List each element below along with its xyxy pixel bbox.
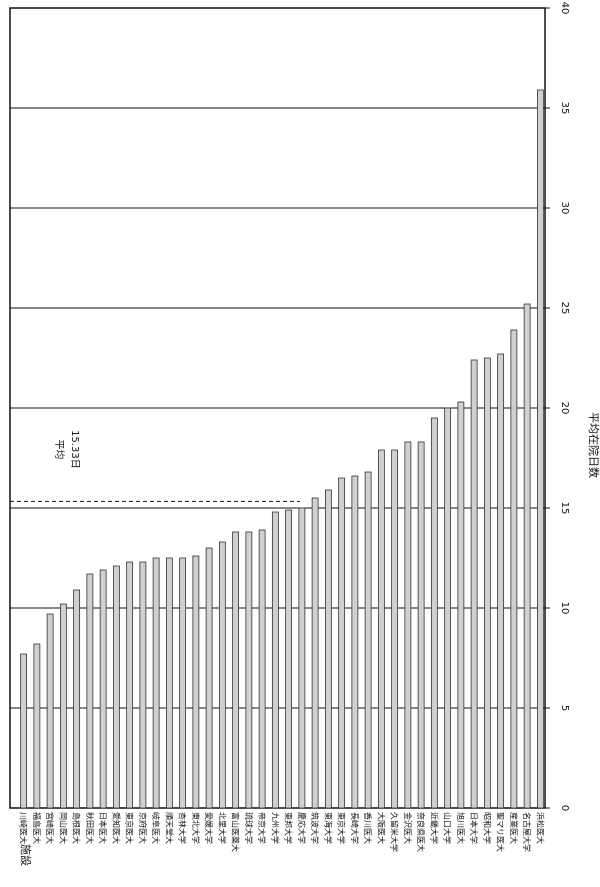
bar (179, 557, 187, 809)
bar (444, 407, 452, 809)
x-tick-label: 杏林大学 (178, 812, 188, 844)
x-tick-label: 東海大学 (323, 812, 333, 844)
bar (391, 449, 399, 809)
bar (86, 573, 94, 809)
bar (232, 531, 240, 809)
bar (258, 529, 266, 809)
x-tick-label: 産業医大 (509, 812, 519, 844)
bar (510, 329, 518, 809)
bar (483, 357, 491, 809)
bar (298, 507, 306, 809)
x-tick-label: 金沢医大 (403, 812, 413, 844)
bar (59, 603, 67, 809)
x-tick-label: 秋田医大 (85, 812, 95, 844)
bar (218, 541, 226, 809)
x-tick-label: 岡山医大 (58, 812, 68, 844)
x-axis-title: 施設 (19, 844, 33, 866)
x-tick-label: 筑波大学 (310, 812, 320, 844)
bar (99, 569, 107, 809)
bar (351, 475, 359, 809)
bar (20, 653, 28, 809)
x-tick-label: 宮崎医大 (45, 812, 55, 844)
x-tick-label: 近畿大学 (429, 812, 439, 844)
y-tick-label: 35 (559, 102, 570, 115)
x-tick-label: 富山医薬大 (231, 812, 241, 852)
x-tick-label: 東邦大学 (284, 812, 294, 844)
bar (417, 441, 425, 809)
mean-value-label: 15.33日 (69, 430, 80, 469)
x-tick-label: 奈良県医大 (416, 812, 426, 852)
y-tick-label: 25 (559, 302, 570, 315)
bar (364, 471, 372, 809)
y-tick-label: 5 (559, 705, 570, 711)
bar (377, 449, 385, 809)
x-tick-label: 岐阜医大 (151, 812, 161, 844)
x-tick-label: 日本医大 (98, 812, 108, 844)
x-tick-label: 帝京大学 (257, 812, 267, 844)
x-tick-label: 旭川医大 (456, 812, 466, 844)
bar (271, 511, 279, 809)
bar (523, 303, 531, 809)
x-tick-label: 順天堂大 (164, 812, 174, 844)
x-tick-label: 九州大学 (270, 812, 280, 844)
x-tick-label: 愛媛大学 (204, 812, 214, 844)
x-tick-label: 北里大学 (217, 812, 227, 844)
x-tick-label: 東京大学 (337, 812, 347, 844)
x-tick-label: 京府医大 (138, 812, 148, 844)
x-tick-label: 琉球大学 (244, 812, 254, 844)
bar (205, 547, 213, 809)
bar (311, 497, 319, 809)
bar (497, 353, 505, 809)
x-tick-label: 名古屋大学 (522, 812, 532, 852)
axis-title: 平均在院日数 (587, 412, 600, 478)
bar (192, 555, 200, 809)
x-tick-label: 愛知医大 (111, 812, 121, 844)
x-tick-label: 大阪医大 (376, 812, 386, 844)
x-tick-label: 聖マリ医大 (496, 812, 506, 852)
y-tick-label: 0 (559, 805, 570, 811)
bar (285, 509, 293, 809)
x-tick-label: 慶応大学 (297, 812, 307, 844)
mean-label: 平均 (53, 439, 65, 459)
x-tick-label: 東北大学 (191, 812, 201, 844)
y-tick-label: 15 (559, 502, 570, 515)
bar (536, 89, 544, 809)
x-tick-label: 日本大学 (469, 812, 479, 844)
bar (470, 359, 478, 809)
bar (165, 557, 173, 809)
bar (152, 557, 160, 809)
y-tick-label: 20 (559, 402, 570, 415)
y-tick-label: 40 (559, 2, 570, 15)
bar (430, 417, 438, 809)
bar (139, 561, 147, 809)
bar (324, 489, 332, 809)
x-tick-label: 山口大学 (443, 812, 453, 844)
x-tick-label: 久留米大学 (390, 812, 400, 852)
bar (338, 477, 346, 809)
x-tick-label: 香川医大 (363, 812, 373, 844)
bar (457, 401, 465, 809)
y-tick-label: 10 (559, 602, 570, 615)
bar (126, 561, 134, 809)
x-tick-label: 浜松医大 (535, 812, 545, 844)
x-tick-label: 川崎医大 (19, 812, 29, 844)
x-tick-label: 島根医大 (72, 812, 82, 844)
bar (245, 531, 253, 809)
x-tick-label: 福島医大 (32, 812, 42, 844)
bar (73, 589, 81, 809)
bar (33, 643, 41, 809)
bar (112, 565, 120, 809)
bar (46, 613, 54, 809)
bar (404, 441, 412, 809)
x-tick-label: 昭和大学 (482, 812, 492, 844)
x-tick-label: 東京医大 (125, 812, 135, 844)
x-tick-label: 長崎大学 (350, 812, 360, 844)
y-tick-label: 30 (559, 202, 570, 215)
